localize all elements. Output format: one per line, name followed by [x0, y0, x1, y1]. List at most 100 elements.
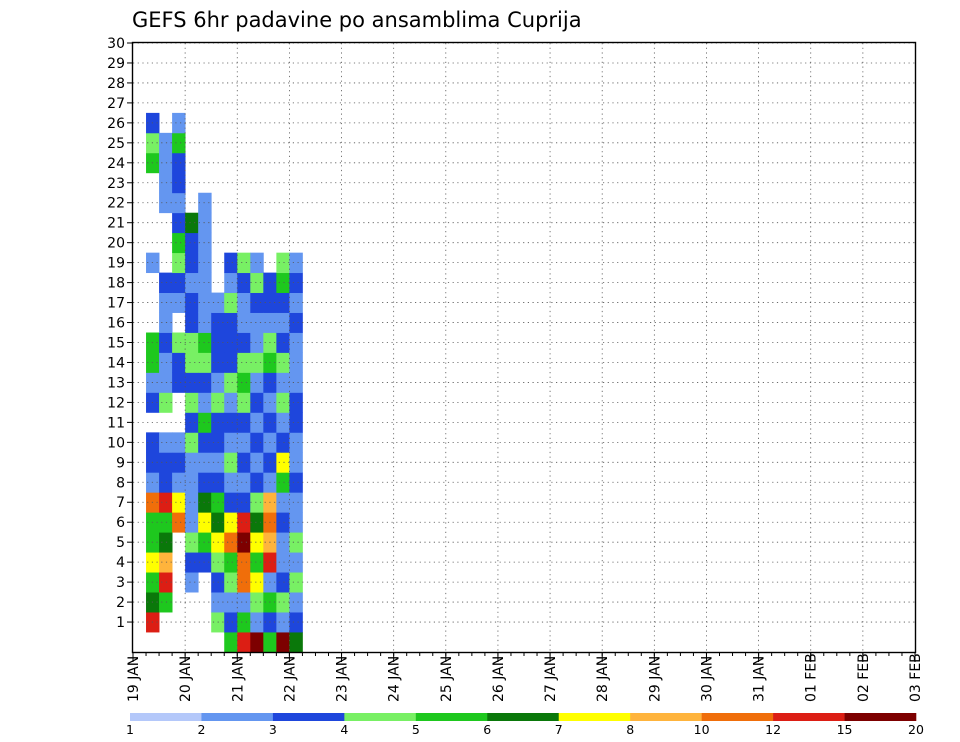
heatmap-cell	[172, 492, 186, 513]
heatmap-cell	[185, 332, 199, 353]
heatmap-cell	[237, 252, 251, 274]
heatmap-cell	[159, 432, 173, 453]
heatmap-cell	[237, 272, 251, 293]
heatmap-cell	[250, 472, 264, 493]
heatmap-cell	[237, 452, 251, 473]
heatmap-cell	[250, 292, 264, 313]
heatmap-cell	[289, 412, 303, 433]
heatmap-cell	[198, 472, 212, 493]
colorbar-swatch	[701, 713, 774, 721]
heatmap-cell	[237, 472, 251, 493]
heatmap-cell	[237, 492, 251, 513]
heatmap-cell	[289, 492, 303, 513]
heatmap-cell	[224, 472, 238, 493]
heatmap-cell	[185, 252, 199, 274]
heatmap-cell	[198, 412, 212, 433]
colorbar-swatch	[201, 713, 274, 721]
y-tick-label: 16	[107, 316, 125, 332]
y-tick-label: 14	[107, 355, 125, 371]
y-tick-label: 27	[107, 96, 125, 112]
heatmap-cell	[172, 132, 186, 154]
heatmap-cell	[276, 272, 290, 293]
x-tick-label: 29 JAN	[647, 656, 663, 702]
heatmap-cell	[198, 392, 212, 413]
heatmap-cell	[250, 432, 264, 453]
x-tick-label: 26 JAN	[491, 656, 507, 702]
heatmap-cell	[250, 512, 264, 533]
heatmap-cell	[237, 632, 251, 653]
heatmap-cell	[159, 332, 173, 353]
heatmap-cell	[250, 272, 264, 293]
heatmap-cell	[276, 312, 290, 333]
y-tick-label: 3	[116, 575, 125, 591]
y-tick-label: 20	[107, 236, 125, 252]
heatmap-cell	[185, 552, 199, 573]
heatmap-cell	[237, 532, 251, 553]
heatmap-cell	[224, 312, 238, 333]
heatmap-cell	[185, 512, 199, 533]
colorbar-label: 15	[837, 722, 853, 737]
heatmap-cell	[224, 292, 238, 313]
heatmap-cell	[237, 512, 251, 533]
heatmap-cell	[289, 472, 303, 493]
heatmap-cell	[159, 152, 173, 174]
heatmap-cell	[276, 512, 290, 533]
heatmap-cell	[289, 292, 303, 313]
heatmap-cells	[146, 112, 303, 653]
heatmap-cell	[198, 532, 212, 553]
x-tick-label: 21 JAN	[230, 656, 246, 702]
heatmap-cell	[224, 272, 238, 293]
heatmap-cell	[289, 432, 303, 453]
y-tick-label: 10	[107, 435, 125, 451]
heatmap-cell	[159, 552, 173, 573]
heatmap-cell	[185, 432, 199, 453]
heatmap-cell	[185, 232, 199, 254]
heatmap-cell	[172, 452, 186, 473]
chart-title: GEFS 6hr padavine po ansamblima Cuprija	[132, 8, 582, 32]
heatmap-cell	[159, 472, 173, 493]
heatmap-cell	[250, 452, 264, 473]
heatmap-cell	[198, 332, 212, 353]
y-tick-label: 30	[107, 36, 125, 52]
heatmap-cell	[263, 632, 277, 653]
heatmap-cell	[250, 492, 264, 513]
colorbar-label: 8	[626, 722, 634, 737]
heatmap-cell	[159, 352, 173, 373]
heatmap-cell	[172, 332, 186, 353]
colorbar-label: 12	[765, 722, 781, 737]
colorbar-label: 6	[483, 722, 491, 737]
heatmap-cell	[224, 392, 238, 413]
heatmap-cell	[250, 312, 264, 333]
heatmap-cell	[172, 512, 186, 533]
colorbar-label: 3	[269, 722, 277, 737]
y-tick-label: 17	[107, 296, 125, 312]
grid-lines	[133, 42, 915, 652]
heatmap-cell	[276, 492, 290, 513]
heatmap-cell	[172, 172, 186, 194]
heatmap-cell	[224, 332, 238, 353]
heatmap-cell	[289, 612, 303, 633]
heatmap-cell	[276, 572, 290, 593]
colorbar-label: 5	[412, 722, 420, 737]
x-axis: 19 JAN 20 JAN 21 JAN 22 JAN 23 JAN 24 JAN 25 J…	[126, 652, 924, 702]
y-tick-label: 12	[107, 395, 125, 411]
heatmap-cell	[289, 372, 303, 393]
heatmap-cell	[289, 272, 303, 293]
y-tick-label: 25	[107, 136, 125, 152]
heatmap-cell	[250, 552, 264, 573]
heatmap-cell	[159, 592, 173, 613]
heatmap-cell	[289, 512, 303, 533]
colorbar-swatch	[130, 713, 202, 721]
heatmap-cell	[237, 312, 251, 333]
heatmap-cell	[250, 372, 264, 393]
heatmap-cell	[276, 452, 290, 473]
heatmap-cell	[289, 332, 303, 353]
heatmap-cell	[224, 452, 238, 473]
heatmap-cell	[224, 572, 238, 593]
colorbar-swatch	[773, 713, 845, 721]
heatmap-cell	[185, 452, 199, 473]
y-tick-label: 18	[107, 276, 125, 292]
y-tick-label: 5	[116, 535, 125, 551]
heatmap-cell	[250, 412, 264, 433]
colorbar-swatch	[344, 713, 417, 721]
